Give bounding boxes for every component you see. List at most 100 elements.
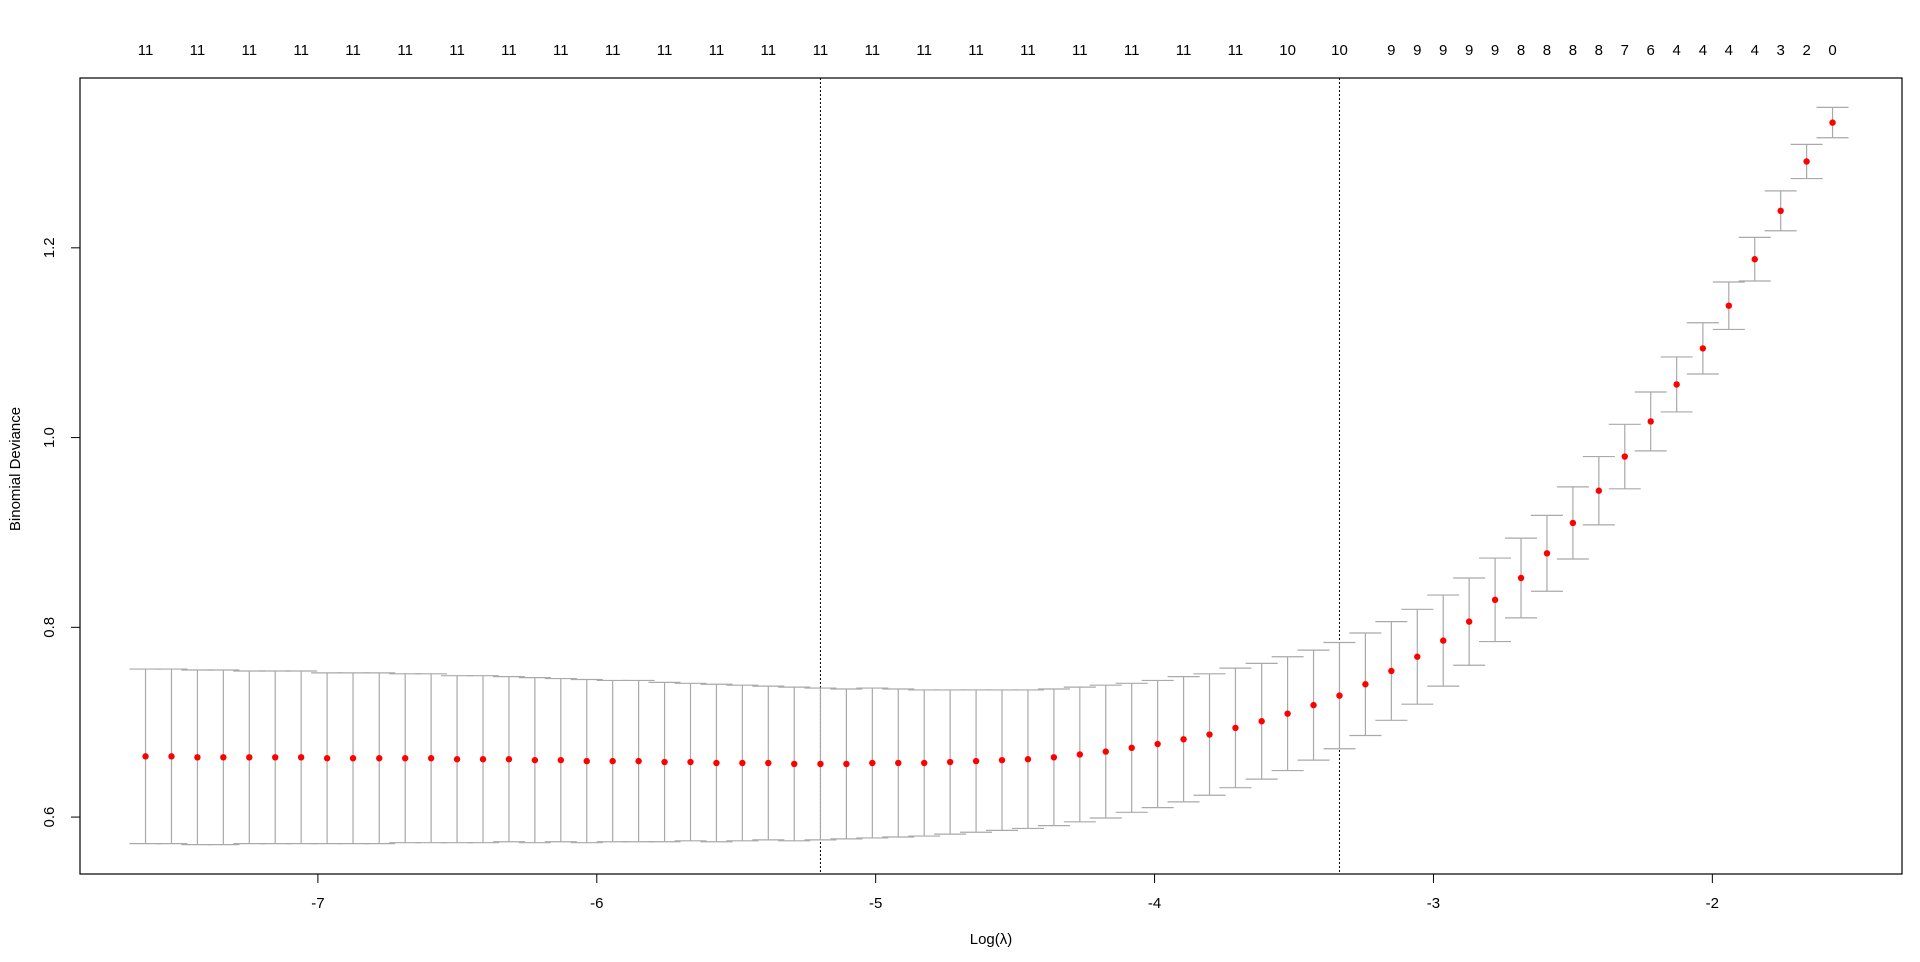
point (427, 755, 435, 762)
point (713, 759, 720, 767)
point (583, 757, 590, 765)
y-axis-label: Binomial Deviance (7, 407, 24, 531)
top-label: 11 (293, 42, 309, 59)
point (1128, 744, 1135, 752)
point (1258, 718, 1265, 725)
point (1595, 487, 1603, 494)
point (1154, 740, 1161, 748)
top-label: 3 (1777, 42, 1785, 59)
point (142, 753, 149, 760)
point (1024, 756, 1032, 763)
x-tick-label: -5 (869, 895, 882, 912)
top-label: 11 (605, 42, 621, 59)
point (765, 759, 772, 767)
top-label: 4 (1672, 42, 1680, 59)
top-label: 9 (1387, 42, 1395, 59)
point (1699, 345, 1707, 352)
top-label: 4 (1699, 42, 1707, 59)
x-tick-label: -4 (1148, 895, 1161, 912)
top-label: 11 (813, 42, 829, 59)
top-label: 11 (138, 42, 154, 59)
y-tick-label: 1.0 (41, 427, 58, 448)
y-tick-label: 0.8 (41, 617, 58, 638)
point (220, 754, 227, 761)
point (972, 757, 980, 765)
point (1388, 667, 1395, 675)
top-label: 7 (1621, 42, 1629, 59)
top-label: 11 (916, 42, 932, 59)
top-label: 11 (241, 42, 257, 59)
top-label: 11 (397, 42, 413, 59)
top-label: 11 (449, 42, 465, 59)
y-tick-label: 0.6 (41, 807, 58, 828)
top-label: 6 (1647, 42, 1655, 59)
point (791, 760, 798, 768)
y-tick-label: 1.2 (41, 237, 58, 258)
point (1206, 731, 1213, 738)
point (1621, 453, 1628, 460)
x-tick-label: -3 (1427, 895, 1440, 912)
point (1336, 692, 1343, 699)
point (1465, 618, 1473, 625)
point (1491, 596, 1499, 604)
top-label: 11 (1228, 42, 1244, 59)
point (1414, 653, 1421, 660)
top-label: 9 (1465, 42, 1473, 59)
point (1725, 302, 1733, 309)
point (505, 756, 513, 763)
point (194, 754, 201, 761)
point (401, 755, 409, 762)
point (895, 759, 902, 767)
top-label: 11 (1072, 42, 1088, 59)
x-axis-label: Log(λ) (970, 931, 1013, 948)
top-label: 11 (1124, 42, 1140, 59)
point (1569, 519, 1577, 527)
point (609, 757, 616, 765)
point (479, 756, 487, 763)
x-tick-label: -6 (590, 895, 603, 912)
top-label: 8 (1569, 42, 1577, 59)
plot-frame (79, 77, 1903, 875)
top-label: 11 (761, 42, 777, 59)
point (921, 759, 928, 767)
point (1284, 710, 1291, 717)
point (739, 759, 746, 767)
point (687, 758, 694, 766)
top-label: 9 (1439, 42, 1447, 59)
point (1829, 119, 1836, 126)
top-label: 11 (190, 42, 206, 59)
point (661, 758, 668, 766)
top-label: 8 (1543, 42, 1551, 59)
top-label: 10 (1279, 42, 1296, 59)
top-label: 11 (553, 42, 569, 59)
point (246, 754, 253, 761)
top-label: 11 (968, 42, 984, 59)
point (297, 754, 305, 761)
point (946, 758, 954, 766)
top-label: 8 (1595, 42, 1603, 59)
top-label: 11 (1176, 42, 1192, 59)
point (1440, 637, 1447, 644)
point (1310, 701, 1317, 709)
point (1673, 381, 1680, 388)
point (1543, 550, 1551, 557)
top-label: 11 (345, 42, 361, 59)
point (1180, 736, 1187, 743)
top-label: 11 (657, 42, 673, 59)
top-label: 4 (1725, 42, 1733, 59)
point (168, 753, 175, 760)
top-label: 10 (1331, 42, 1348, 59)
top-label: 4 (1751, 42, 1759, 59)
point (453, 756, 461, 763)
point (1803, 158, 1810, 165)
point (998, 756, 1006, 764)
top-label: 2 (1802, 42, 1810, 59)
point (1102, 748, 1109, 755)
point (1050, 754, 1058, 761)
top-label: 9 (1491, 42, 1499, 59)
point (323, 755, 331, 762)
point (531, 756, 539, 764)
point (272, 754, 279, 761)
top-label: 0 (1828, 42, 1836, 59)
